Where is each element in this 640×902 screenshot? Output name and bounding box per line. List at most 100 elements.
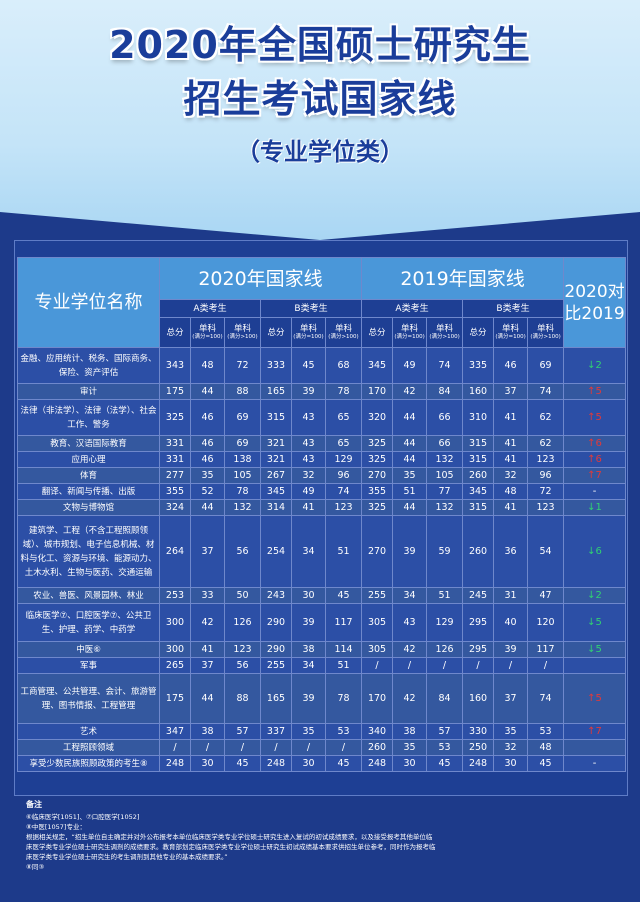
- score-cell: 260: [462, 515, 495, 588]
- row-name: 教育、汉语国际教育: [17, 435, 160, 452]
- score-cell: 45: [291, 347, 326, 384]
- row-name: 中医⑥: [17, 641, 160, 658]
- score-cell: 34: [291, 657, 326, 674]
- score-cell: 40: [493, 603, 529, 642]
- score-cell: 41: [190, 641, 225, 658]
- header-single: 单科 (满分>100): [527, 317, 565, 348]
- score-cell: 41: [493, 451, 529, 468]
- table-row: 文物与博物馆 324 44 132 314 41 123 325 44 132 315 41 123 ↓1: [17, 499, 627, 516]
- score-cell: 300: [159, 603, 191, 642]
- score-cell: 44: [190, 383, 225, 400]
- score-cell: 315: [260, 399, 292, 436]
- change-cell: ↓6: [563, 515, 627, 588]
- score-cell: 260: [462, 467, 495, 484]
- row-name: 金融、应用统计、税务、国际商务、保险、资产评估: [17, 347, 160, 384]
- score-cell: 260: [361, 739, 394, 756]
- score-cell: 88: [224, 383, 261, 400]
- score-cell: 105: [224, 467, 261, 484]
- score-cell: /: [493, 657, 529, 674]
- header-single-note: (满分=100): [394, 334, 425, 340]
- score-cell: 250: [462, 739, 495, 756]
- header-single-note: (满分>100): [429, 334, 460, 340]
- score-cell: 43: [291, 399, 326, 436]
- table-row: 应用心理 331 46 138 321 43 129 325 44 132 315 41 123 ↑6: [17, 451, 627, 468]
- table-row: 农业、兽医、风景园林、林业 253 33 50 243 30 45 255 34 51 245 31 4…: [17, 587, 627, 604]
- header-single-label: 单科: [436, 324, 454, 334]
- change-cell: ↑5: [563, 383, 627, 400]
- score-cell: 48: [190, 347, 225, 384]
- score-cell: 310: [462, 399, 495, 436]
- change-cell: ↑5: [563, 399, 627, 436]
- score-cell: 42: [392, 383, 428, 400]
- score-cell: 66: [426, 399, 464, 436]
- change-cell: ↑5: [563, 673, 627, 724]
- score-cell: /: [291, 739, 326, 756]
- score-cell: 35: [392, 467, 428, 484]
- header-single-label: 单科: [537, 324, 555, 334]
- score-cell: 78: [324, 383, 363, 400]
- score-cell: 335: [462, 347, 495, 384]
- header-single-note: (满分>100): [227, 334, 258, 340]
- score-cell: 175: [159, 673, 191, 724]
- score-cell: 255: [361, 587, 394, 604]
- score-cell: 321: [260, 451, 292, 468]
- score-cell: 33: [190, 587, 225, 604]
- score-cell: 30: [190, 755, 225, 772]
- score-cell: 32: [493, 467, 529, 484]
- header-single: 单科 (满分=100): [291, 317, 326, 348]
- score-cell: 46: [190, 399, 225, 436]
- notes-title: 备注: [26, 800, 42, 809]
- header-total: 总分: [361, 317, 394, 348]
- score-cell: 34: [392, 587, 428, 604]
- score-cell: 65: [324, 435, 363, 452]
- table-row: 体育 277 35 105 267 32 96 270 35 105 260 32 96 ↑7: [17, 467, 627, 484]
- score-cell: 330: [462, 723, 495, 740]
- header-single-label: 单科: [335, 324, 353, 334]
- row-name: 工程照顾领域: [17, 739, 160, 756]
- change-cell: ↑7: [563, 467, 627, 484]
- score-cell: 57: [224, 723, 261, 740]
- score-cell: 34: [291, 515, 326, 588]
- table-row: 享受少数民族照顾政策的考生⑧ 248 30 45 248 30 45 248 30 45 248 30…: [17, 755, 627, 772]
- score-cell: 38: [392, 723, 428, 740]
- header-single: 单科 (满分>100): [426, 317, 464, 348]
- header-compare: 2020对比2019: [563, 257, 627, 348]
- score-cell: 59: [426, 515, 464, 588]
- table-row: 中医⑥ 300 41 123 290 38 114 305 42 126 295 39 117 ↓5: [17, 641, 627, 658]
- score-cell: 62: [527, 435, 565, 452]
- header-cat-b: B类考生: [259, 299, 363, 318]
- title-line-3: （专业学位类）: [236, 138, 404, 166]
- score-cell: 305: [361, 641, 394, 658]
- score-cell: 41: [291, 499, 326, 516]
- score-cell: 35: [190, 467, 225, 484]
- score-cell: 43: [291, 451, 326, 468]
- score-cell: 50: [224, 587, 261, 604]
- title-banner: 2020年全国硕士研究生 招生考试国家线 （专业学位类）: [0, 0, 640, 240]
- score-cell: 37: [190, 515, 225, 588]
- change-cell: [563, 739, 627, 756]
- score-cell: 325: [361, 451, 394, 468]
- score-cell: 331: [159, 451, 191, 468]
- score-cell: 51: [324, 515, 363, 588]
- score-cell: 44: [190, 673, 225, 724]
- score-cell: 39: [493, 641, 529, 658]
- change-cell: ↓1: [563, 499, 627, 516]
- score-cell: 96: [324, 467, 363, 484]
- score-cell: 347: [159, 723, 191, 740]
- score-cell: 325: [361, 435, 394, 452]
- score-cell: 31: [493, 587, 529, 604]
- score-cell: 74: [324, 483, 363, 500]
- score-cell: 321: [260, 435, 292, 452]
- score-cell: 49: [392, 347, 428, 384]
- score-cell: 160: [462, 383, 495, 400]
- score-cell: 270: [361, 515, 394, 588]
- score-cell: 43: [392, 603, 428, 642]
- title-line-2: 招生考试国家线: [183, 77, 457, 121]
- table-row: 教育、汉语国际教育 331 46 69 321 43 65 325 44 66 315 41 62 ↑6: [17, 435, 627, 452]
- row-name: 体育: [17, 467, 160, 484]
- score-cell: 248: [159, 755, 191, 772]
- score-cell: 123: [324, 499, 363, 516]
- score-cell: 264: [159, 515, 191, 588]
- header-cat-b: B类考生: [462, 299, 565, 318]
